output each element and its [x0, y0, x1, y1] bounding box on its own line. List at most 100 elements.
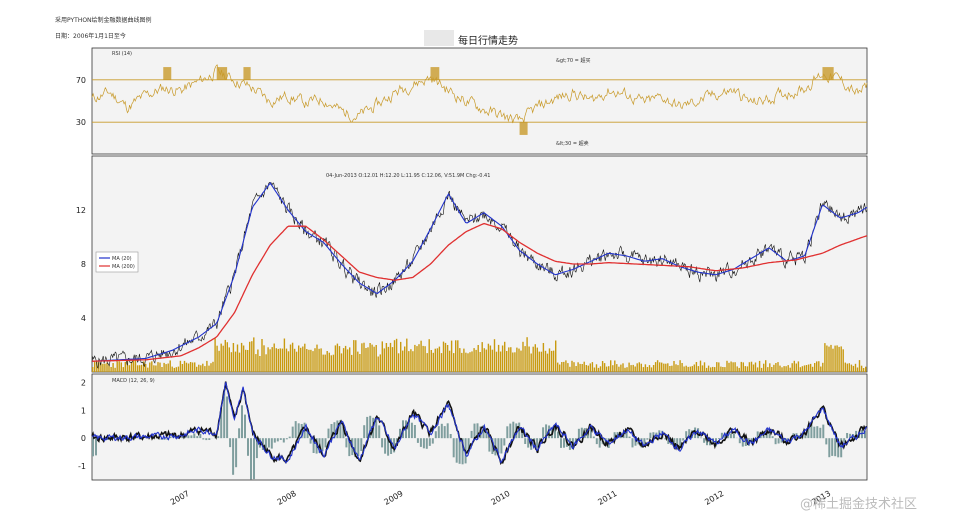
macd-hist-bar: [261, 438, 264, 450]
volume-bar: [293, 348, 296, 372]
volume-bar: [238, 352, 241, 372]
volume-bar: [453, 353, 455, 372]
title-blur: [424, 30, 454, 46]
rsi-overbought-fill: [430, 67, 440, 80]
macd-hist-bar: [491, 438, 494, 454]
price-ytick-8: 8: [81, 260, 86, 269]
volume-bar: [110, 367, 112, 372]
macd-hist-bar: [768, 431, 771, 439]
macd-hist-bar: [777, 438, 780, 444]
macd-hist-bar: [312, 438, 315, 453]
macd-hist-bar: [357, 438, 360, 456]
volume-bar: [573, 362, 575, 372]
volume-bar: [240, 342, 243, 372]
volume-bar: [395, 338, 398, 372]
volume-bar: [781, 367, 783, 372]
macd-hist-bar: [732, 433, 735, 439]
macd-hist-bar: [315, 438, 318, 454]
volume-bar: [332, 354, 335, 372]
volume-bar: [120, 362, 122, 372]
macd-hist-bar: [497, 438, 500, 454]
x-tick-2012: 2012: [703, 489, 725, 507]
volume-bar: [734, 362, 736, 372]
macd-hist-bar: [577, 428, 580, 439]
volume-bar: [277, 348, 279, 372]
volume-bar: [410, 349, 412, 372]
volume-bar: [226, 342, 228, 372]
price-legend-box: [95, 251, 139, 273]
volume-bar: [275, 348, 277, 372]
volume-bar: [187, 363, 190, 372]
volume-bar: [228, 347, 230, 372]
volume-bar: [807, 364, 810, 372]
volume-bar: [740, 361, 742, 372]
macd-hist-bar: [816, 426, 819, 439]
volume-bar: [467, 353, 469, 372]
volume-bar: [416, 346, 418, 372]
volume-bar: [854, 363, 857, 372]
macd-hist-bar: [348, 438, 351, 457]
volume-bar: [304, 343, 306, 372]
volume-bar: [599, 366, 602, 372]
volume-bar: [342, 348, 345, 372]
rsi-oversold-note: &lt;30 = 超卖: [556, 140, 589, 147]
volume-bar: [820, 366, 822, 372]
volume-bar: [652, 365, 655, 372]
macd-hist-bar: [229, 438, 232, 448]
volume-bar: [253, 337, 255, 372]
volume-bar: [561, 362, 563, 372]
volume-bar: [106, 362, 108, 372]
volume-bar: [173, 367, 175, 372]
volume-bar: [814, 363, 816, 372]
volume-bar: [714, 367, 716, 372]
volume-bar: [102, 363, 104, 372]
macd-hist-bar: [592, 436, 595, 439]
macd-hist-bar: [264, 438, 267, 451]
volume-bar: [548, 348, 551, 372]
volume-bar: [636, 363, 638, 372]
macd-hist-bar: [187, 435, 190, 439]
volume-bar: [424, 346, 426, 372]
volume-bar: [400, 341, 402, 372]
macd-hist-bar: [226, 396, 229, 439]
volume-bar: [720, 366, 722, 372]
volume-bar: [742, 362, 744, 372]
volume-bar: [259, 356, 261, 372]
volume-bar: [338, 346, 341, 372]
volume-bar: [620, 364, 622, 372]
volume-bar: [832, 348, 834, 372]
volume-bar: [736, 366, 738, 372]
volume-bar: [693, 364, 695, 372]
volume-bar: [432, 352, 434, 372]
volume-bar: [263, 345, 265, 372]
macd-panel: MACD (12, 26, 9) -1 0 1 2: [78, 373, 868, 481]
macd-hist-bar: [485, 431, 488, 439]
volume-bar: [92, 367, 94, 372]
volume-bar: [485, 349, 487, 372]
volume-bar: [132, 360, 135, 372]
volume-bar: [516, 347, 518, 372]
volume-bar: [145, 363, 147, 372]
volume-bar: [601, 361, 604, 372]
macd-hist-bar: [738, 438, 741, 444]
volume-bar: [404, 346, 406, 372]
macd-hist-bar: [276, 438, 279, 442]
volume-bar: [671, 365, 673, 372]
volume-bar: [418, 344, 420, 372]
macd-hist-bar: [291, 426, 294, 439]
macd-hist-bar: [580, 427, 583, 439]
volume-bar: [654, 362, 657, 372]
volume-bar: [130, 361, 133, 372]
volume-bar: [457, 340, 459, 372]
macd-hist-bar: [384, 438, 387, 454]
macd-hist-bar: [184, 435, 187, 439]
volume-bar: [159, 362, 161, 372]
macd-hist-bar: [205, 438, 208, 441]
rsi-overbought-note: &gt;70 = 超买: [556, 57, 590, 64]
volume-bar: [724, 367, 726, 372]
volume-bar: [234, 351, 237, 372]
volume-bar: [567, 363, 569, 372]
ma200-series-line: [92, 222, 868, 362]
volume-bar: [760, 367, 763, 372]
volume-bar: [795, 363, 797, 372]
